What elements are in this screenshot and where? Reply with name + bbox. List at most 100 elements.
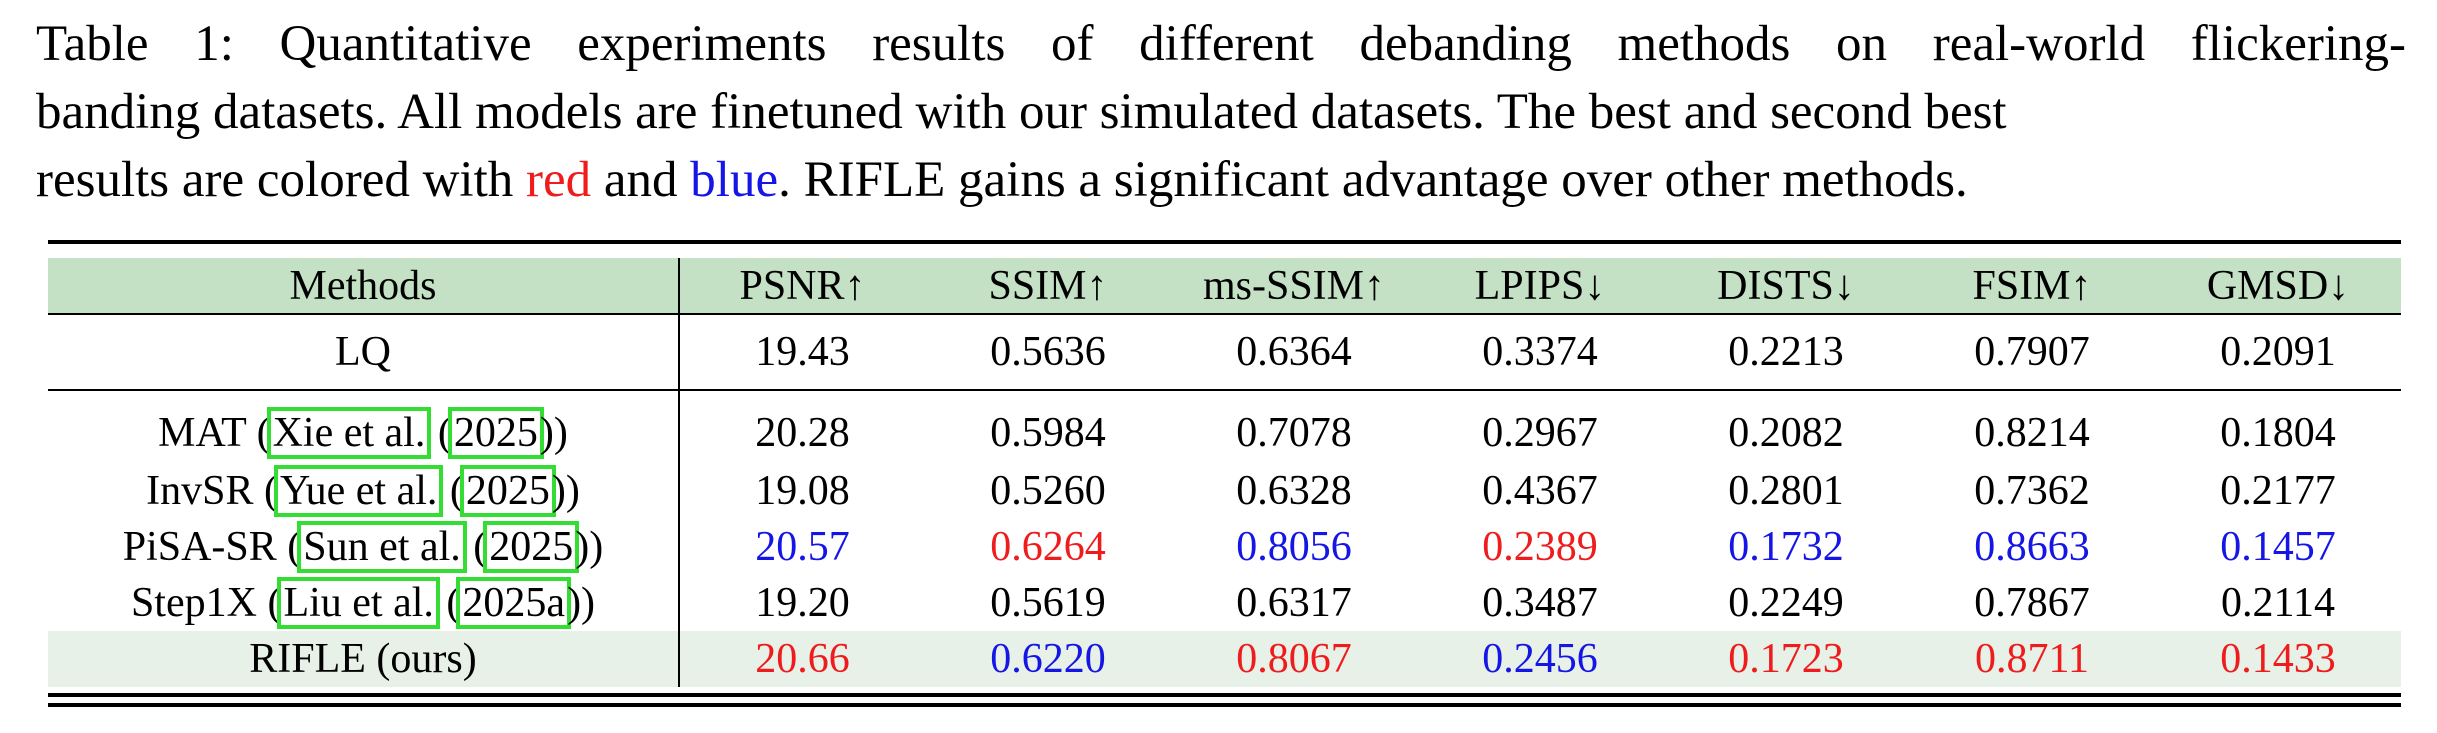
value-cell: 19.20	[755, 580, 850, 626]
value-cell: 0.1457	[2220, 524, 2336, 570]
value-cell: 0.7867	[1974, 580, 2090, 626]
value-cell: 0.6317	[1236, 580, 1352, 626]
table-body: LQ 19.43 0.5636 0.6364 0.3374 0.2213 0.7…	[48, 314, 2401, 687]
value-cell: 20.66	[755, 636, 850, 682]
value-cell: 0.2091	[2155, 314, 2401, 391]
table-row: InvSR (Yue et al. (2025)) 19.08 0.5260 0.63…	[48, 463, 2401, 519]
value-cell: 0.8663	[1974, 524, 2090, 570]
value-cell: 0.2114	[2221, 580, 2335, 626]
header-psnr: PSNR↑	[679, 258, 925, 315]
header-dists: DISTS↓	[1663, 258, 1909, 315]
table-row: MAT (Xie et al. (2025)) 20.28 0.5984 0.7078…	[48, 390, 2401, 463]
caption-red-word: red	[526, 152, 592, 208]
citation-author-link[interactable]: Sun et al.	[297, 521, 467, 573]
header-fsim: FSIM↑	[1909, 258, 2155, 315]
method-name: Step1X	[130, 580, 257, 626]
table-top-rule	[48, 240, 2401, 244]
table-row-ours: RIFLE (ours) 20.66 0.6220 0.8067 0.2456 0.172…	[48, 631, 2401, 687]
caption-line-2: banding datasets. All models are finetun…	[36, 84, 2007, 140]
value-cell: 0.4367	[1482, 468, 1598, 514]
value-cell: 19.08	[755, 468, 850, 514]
caption-line-3-prefix: results are colored with	[36, 152, 527, 208]
open-paren: (	[253, 468, 278, 514]
value-cell: 0.1723	[1728, 636, 1844, 682]
value-cell: 0.1433	[2220, 636, 2336, 682]
close-parens: ))	[539, 410, 568, 456]
method-name: MAT	[158, 410, 247, 456]
header-gmsd: GMSD↓	[2155, 258, 2401, 315]
value-cell: 0.7362	[1974, 468, 2090, 514]
value-cell: 0.6328	[1236, 468, 1352, 514]
caption-line-3-suffix: . RIFLE gains a significant advantage ov…	[778, 152, 1968, 208]
value-cell: 0.8056	[1236, 524, 1352, 570]
citation-open-paren: (	[462, 524, 488, 570]
table-row-lq: LQ 19.43 0.5636 0.6364 0.3374 0.2213 0.7…	[48, 314, 2401, 391]
value-cell: 0.8711	[1975, 636, 2089, 682]
close-parens: ))	[567, 580, 596, 626]
value-cell: 20.28	[755, 410, 850, 456]
value-cell: 0.8067	[1236, 636, 1352, 682]
value-cell: 0.2389	[1482, 524, 1598, 570]
value-cell: 19.43	[679, 314, 925, 391]
close-parens: ))	[575, 524, 604, 570]
citation-author-link[interactable]: Liu et al.	[277, 577, 440, 629]
header-lpips: LPIPS↓	[1417, 258, 1663, 315]
citation-open-paren: (	[435, 580, 461, 626]
value-cell: 0.2082	[1728, 410, 1844, 456]
value-cell: 0.7907	[1909, 314, 2155, 391]
value-cell: 0.2249	[1728, 580, 1844, 626]
caption-line-3: results are colored with red and blue. R…	[36, 146, 2406, 214]
table-row: Step1X (Liu et al. (2025a)) 19.20 0.5619 0.…	[48, 575, 2401, 631]
caption-and-word: and	[591, 152, 691, 208]
value-cell: 0.2967	[1482, 410, 1598, 456]
value-cell: 0.1732	[1728, 524, 1844, 570]
value-cell: 0.5984	[990, 410, 1106, 456]
value-cell: 20.57	[755, 524, 850, 570]
method-name: InvSR	[146, 468, 254, 514]
method-cell: RIFLE (ours)	[48, 631, 680, 687]
value-cell: 0.7078	[1236, 410, 1352, 456]
citation-year-link[interactable]: 2025	[447, 407, 544, 459]
value-cell: 0.2177	[2220, 468, 2336, 514]
value-cell: 0.5636	[925, 314, 1171, 391]
method-cell: Step1X (Liu et al. (2025a))	[48, 575, 680, 631]
value-cell: 0.6264	[990, 524, 1106, 570]
table-row: PiSA-SR (Sun et al. (2025)) 20.57 0.6264 0.…	[48, 519, 2401, 575]
value-cell: 0.2213	[1663, 314, 1909, 391]
caption-line-1: Table 1: Quantitative experiments result…	[36, 16, 2406, 72]
value-cell: 0.8214	[1974, 410, 2090, 456]
value-cell: 0.3487	[1482, 580, 1598, 626]
value-cell: 0.1804	[2220, 410, 2336, 456]
table-bottom-rule-1	[48, 693, 2401, 697]
value-cell: 0.3374	[1417, 314, 1663, 391]
table-bottom-rule-2	[48, 703, 2401, 707]
citation-open-paren: (	[427, 410, 452, 456]
open-paren: (	[276, 524, 302, 570]
citation-year-link[interactable]: 2025	[459, 465, 556, 517]
caption-blue-word: blue	[690, 152, 779, 208]
header-ms-ssim: ms-SSIM↑	[1171, 258, 1417, 315]
open-paren: (	[256, 580, 282, 626]
citation-open-paren: (	[439, 468, 464, 514]
method-cell: LQ	[48, 314, 680, 391]
method-cell: MAT (Xie et al. (2025))	[48, 390, 680, 463]
value-cell: 0.6220	[990, 636, 1106, 682]
value-cell: 0.2801	[1728, 468, 1844, 514]
method-cell: PiSA-SR (Sun et al. (2025))	[48, 519, 680, 575]
results-table: Methods PSNR↑ SSIM↑ ms-SSIM↑ LPIPS↓ DIST…	[48, 258, 2401, 687]
table-header-row: Methods PSNR↑ SSIM↑ ms-SSIM↑ LPIPS↓ DIST…	[48, 258, 2401, 315]
method-cell: InvSR (Yue et al. (2025))	[48, 463, 680, 519]
table-caption: Table 1: Quantitative experiments result…	[36, 10, 2406, 214]
close-parens: ))	[551, 468, 580, 514]
value-cell: 0.6364	[1171, 314, 1417, 391]
method-name: PiSA-SR	[122, 524, 277, 570]
value-cell: 0.2456	[1482, 636, 1598, 682]
results-table-container: Methods PSNR↑ SSIM↑ ms-SSIM↑ LPIPS↓ DIST…	[48, 240, 2401, 707]
citation-year-link[interactable]: 2025	[483, 521, 580, 573]
citation-year-link[interactable]: 2025a	[456, 577, 572, 629]
value-cell: 0.5260	[990, 468, 1106, 514]
citation-author-link[interactable]: Xie et al.	[266, 407, 432, 459]
citation-author-link[interactable]: Yue et al.	[273, 465, 444, 517]
open-paren: (	[246, 410, 271, 456]
value-cell: 0.5619	[990, 580, 1106, 626]
